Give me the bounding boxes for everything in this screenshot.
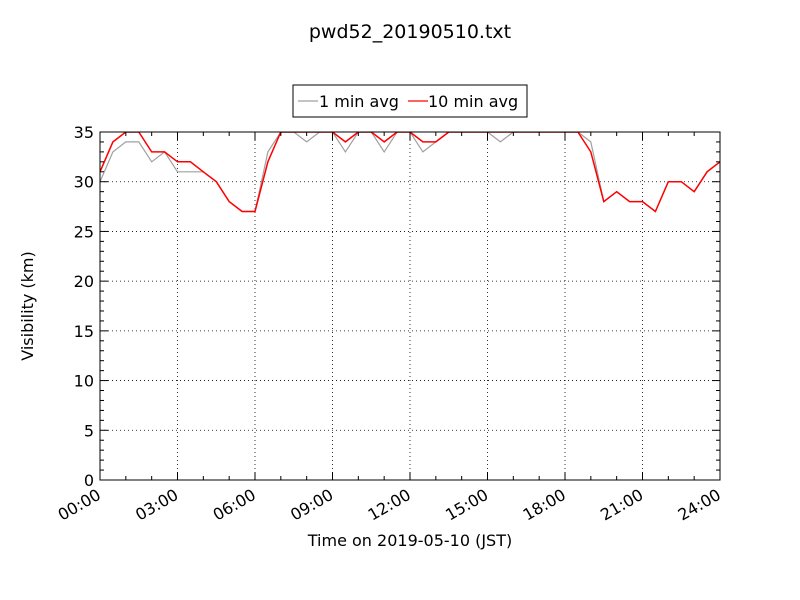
- x-tick-label: 24:00: [675, 485, 724, 525]
- series-layer: [100, 132, 720, 213]
- x-tick-label: 12:00: [365, 485, 414, 525]
- y-tick-label: 0: [84, 471, 94, 490]
- x-tick-label: 15:00: [442, 485, 491, 525]
- y-tick-label: 20: [74, 272, 94, 291]
- legend: 1 min avg 10 min avg: [292, 84, 528, 118]
- y-tick-label: 35: [74, 123, 94, 142]
- y-tick-label: 10: [74, 372, 94, 391]
- grid: [100, 132, 720, 480]
- x-tick-label: 18:00: [520, 485, 569, 525]
- y-tick-label: 15: [74, 322, 94, 341]
- y-tick-labels: 0 5 10 15 20 25 30 35: [74, 123, 94, 490]
- x-tick-label: 09:00: [287, 485, 336, 525]
- x-tick-label: 06:00: [210, 485, 259, 525]
- x-tick-label: 00:00: [55, 485, 104, 525]
- y-tick-label: 5: [84, 421, 94, 440]
- y-tick-label: 25: [74, 222, 94, 241]
- x-tick-label: 03:00: [132, 485, 181, 525]
- y-axis-label: Visibility (km): [18, 251, 37, 360]
- x-tick-labels: 00:00 03:00 06:00 09:00 12:00 15:00 18:00 21:00…: [55, 485, 724, 525]
- x-tick-label: 21:00: [597, 485, 646, 525]
- chart-title: pwd52_20190510.txt: [309, 21, 511, 43]
- legend-label-1min: 1 min avg: [319, 92, 399, 111]
- x-axis-label: Time on 2019-05-10 (JST): [307, 531, 512, 550]
- series-line-10min: [100, 132, 720, 213]
- legend-label-10min: 10 min avg: [428, 92, 518, 111]
- axis-ticks: [99, 131, 721, 481]
- y-tick-label: 30: [74, 173, 94, 192]
